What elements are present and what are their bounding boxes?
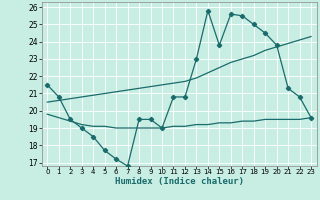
X-axis label: Humidex (Indice chaleur): Humidex (Indice chaleur)	[115, 177, 244, 186]
